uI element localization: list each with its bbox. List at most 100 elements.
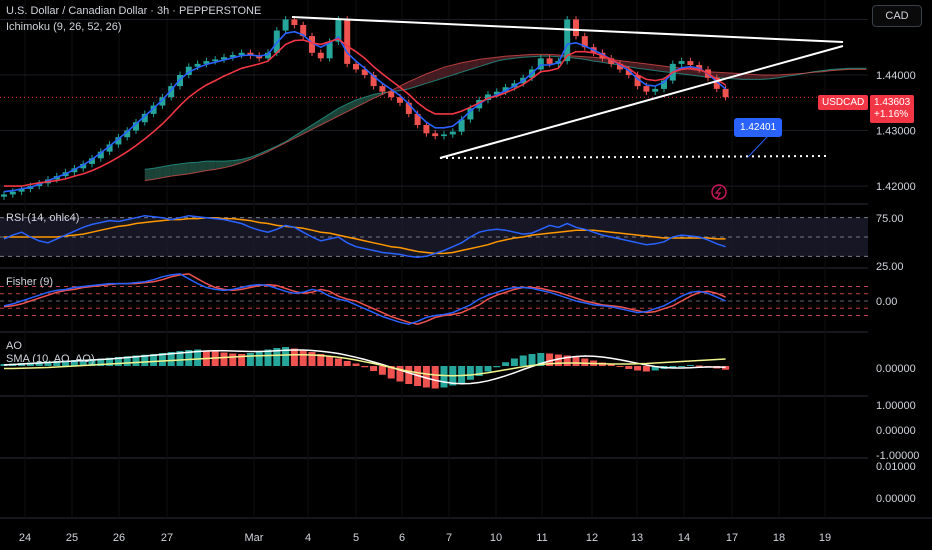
- candle-body: [256, 55, 263, 59]
- ao-bar: [458, 366, 466, 383]
- candle-body: [405, 102, 412, 114]
- candle-body: [625, 69, 632, 75]
- cloud-segment: [444, 65, 453, 78]
- candle-body: [9, 191, 16, 195]
- ao-bar: [554, 354, 562, 366]
- ao-bar: [167, 352, 175, 366]
- candle-body: [423, 125, 430, 134]
- candle-body: [608, 58, 615, 64]
- candle-body: [652, 88, 659, 92]
- time-tick-label: 5: [353, 532, 359, 544]
- ao-bar: [510, 358, 518, 366]
- candle-body: [159, 97, 166, 106]
- ao-bar: [220, 352, 228, 366]
- ao-bar: [308, 352, 316, 366]
- price-tick-label: 1.42000: [876, 181, 916, 193]
- ao-tick-label: 0.01000: [876, 461, 916, 473]
- time-tick-label: 18: [773, 532, 785, 544]
- last-price-tag: 1.43603 +1.16%: [870, 95, 915, 123]
- ao-bar: [370, 366, 378, 371]
- candle-body: [634, 75, 641, 87]
- cloud-segment: [584, 56, 594, 62]
- rsi-tick-label: 25.00: [876, 261, 904, 273]
- candle-body: [661, 80, 667, 89]
- candle-body: [678, 61, 685, 64]
- cloud-segment: [452, 62, 462, 75]
- candle-body: [722, 88, 729, 98]
- candle-body: [115, 137, 122, 145]
- candle-body: [432, 133, 439, 137]
- ao-bar: [334, 358, 342, 366]
- candle-body: [617, 63, 623, 70]
- ao-bar: [282, 347, 290, 366]
- symbol-title[interactable]: U.S. Dollar / Canadian Dollar · 3h · PEP…: [6, 5, 262, 17]
- candle-body: [537, 58, 544, 70]
- cloud-segment: [303, 125, 312, 134]
- candle-body: [388, 91, 395, 98]
- ao-tick-label: 0.00000: [876, 363, 916, 375]
- ao-tick-label: 0.00000: [876, 493, 916, 505]
- candle-body: [300, 25, 307, 37]
- ao-bar: [669, 366, 677, 368]
- candle-body: [441, 134, 447, 137]
- ao-bar: [686, 365, 694, 366]
- cloud-segment: [426, 70, 436, 84]
- ao-bar: [88, 359, 96, 366]
- ao-bar: [290, 348, 298, 366]
- fisher-label[interactable]: Fisher (9): [6, 276, 54, 288]
- candle-body: [309, 36, 315, 53]
- price-tick-label: 1.44000: [876, 70, 916, 82]
- cloud-segment: [312, 119, 321, 130]
- cloud-segment: [646, 63, 656, 71]
- candle-body: [282, 19, 289, 31]
- candle-body: [687, 61, 694, 65]
- ao-bar: [616, 366, 624, 367]
- cloud-segment: [488, 57, 497, 64]
- candle-body: [344, 19, 351, 64]
- ichimoku-label[interactable]: Ichimoku (9, 26, 52, 26): [6, 21, 122, 33]
- ao-bar: [378, 366, 386, 375]
- fisher-line: [3, 273, 726, 325]
- candle-body: [317, 52, 324, 59]
- last-price: 1.43603: [874, 97, 911, 108]
- cloud-segment: [215, 161, 224, 170]
- time-tick-label: 6: [399, 532, 405, 544]
- candle-body: [124, 130, 131, 138]
- ao-bar: [35, 362, 43, 366]
- candle-body: [449, 131, 456, 135]
- ao-bar: [62, 360, 70, 366]
- rsi-label[interactable]: RSI (14, ohlc4): [6, 212, 80, 224]
- candle-body: [493, 91, 500, 95]
- candle-body: [80, 163, 87, 169]
- fisher-trigger-line: [3, 273, 726, 325]
- alert-icon-bolt: [714, 186, 722, 199]
- ao-bar: [528, 354, 536, 366]
- ao-bar: [422, 366, 430, 388]
- cloud-segment: [241, 157, 251, 163]
- candle-body: [133, 122, 139, 131]
- cloud-segment: [716, 72, 726, 79]
- ao-bar: [246, 353, 254, 366]
- ao-bar: [722, 366, 730, 370]
- ao-bar: [44, 361, 52, 366]
- currency-button[interactable]: CAD: [872, 5, 922, 27]
- ao-label[interactable]: AO: [6, 340, 22, 352]
- ao-bar: [123, 356, 131, 366]
- cloud-segment: [232, 159, 242, 166]
- leading-span-b: [144, 53, 867, 182]
- ao-bar: [572, 357, 580, 366]
- ao-bar: [466, 366, 474, 380]
- time-tick-label: 10: [490, 532, 502, 544]
- ao-bar: [405, 366, 413, 384]
- sma-label[interactable]: SMA (10, AO, AO): [6, 353, 95, 365]
- ao-bar: [678, 366, 686, 367]
- time-tick-label: 13: [631, 532, 643, 544]
- target-arrow: [747, 135, 769, 158]
- ao-bar: [387, 366, 395, 379]
- fisher-pane: [0, 273, 868, 325]
- ao-bar: [299, 350, 307, 366]
- ao-bar: [185, 350, 193, 366]
- target-price-tag[interactable]: 1.42401: [734, 118, 783, 137]
- ao-bar: [484, 366, 492, 372]
